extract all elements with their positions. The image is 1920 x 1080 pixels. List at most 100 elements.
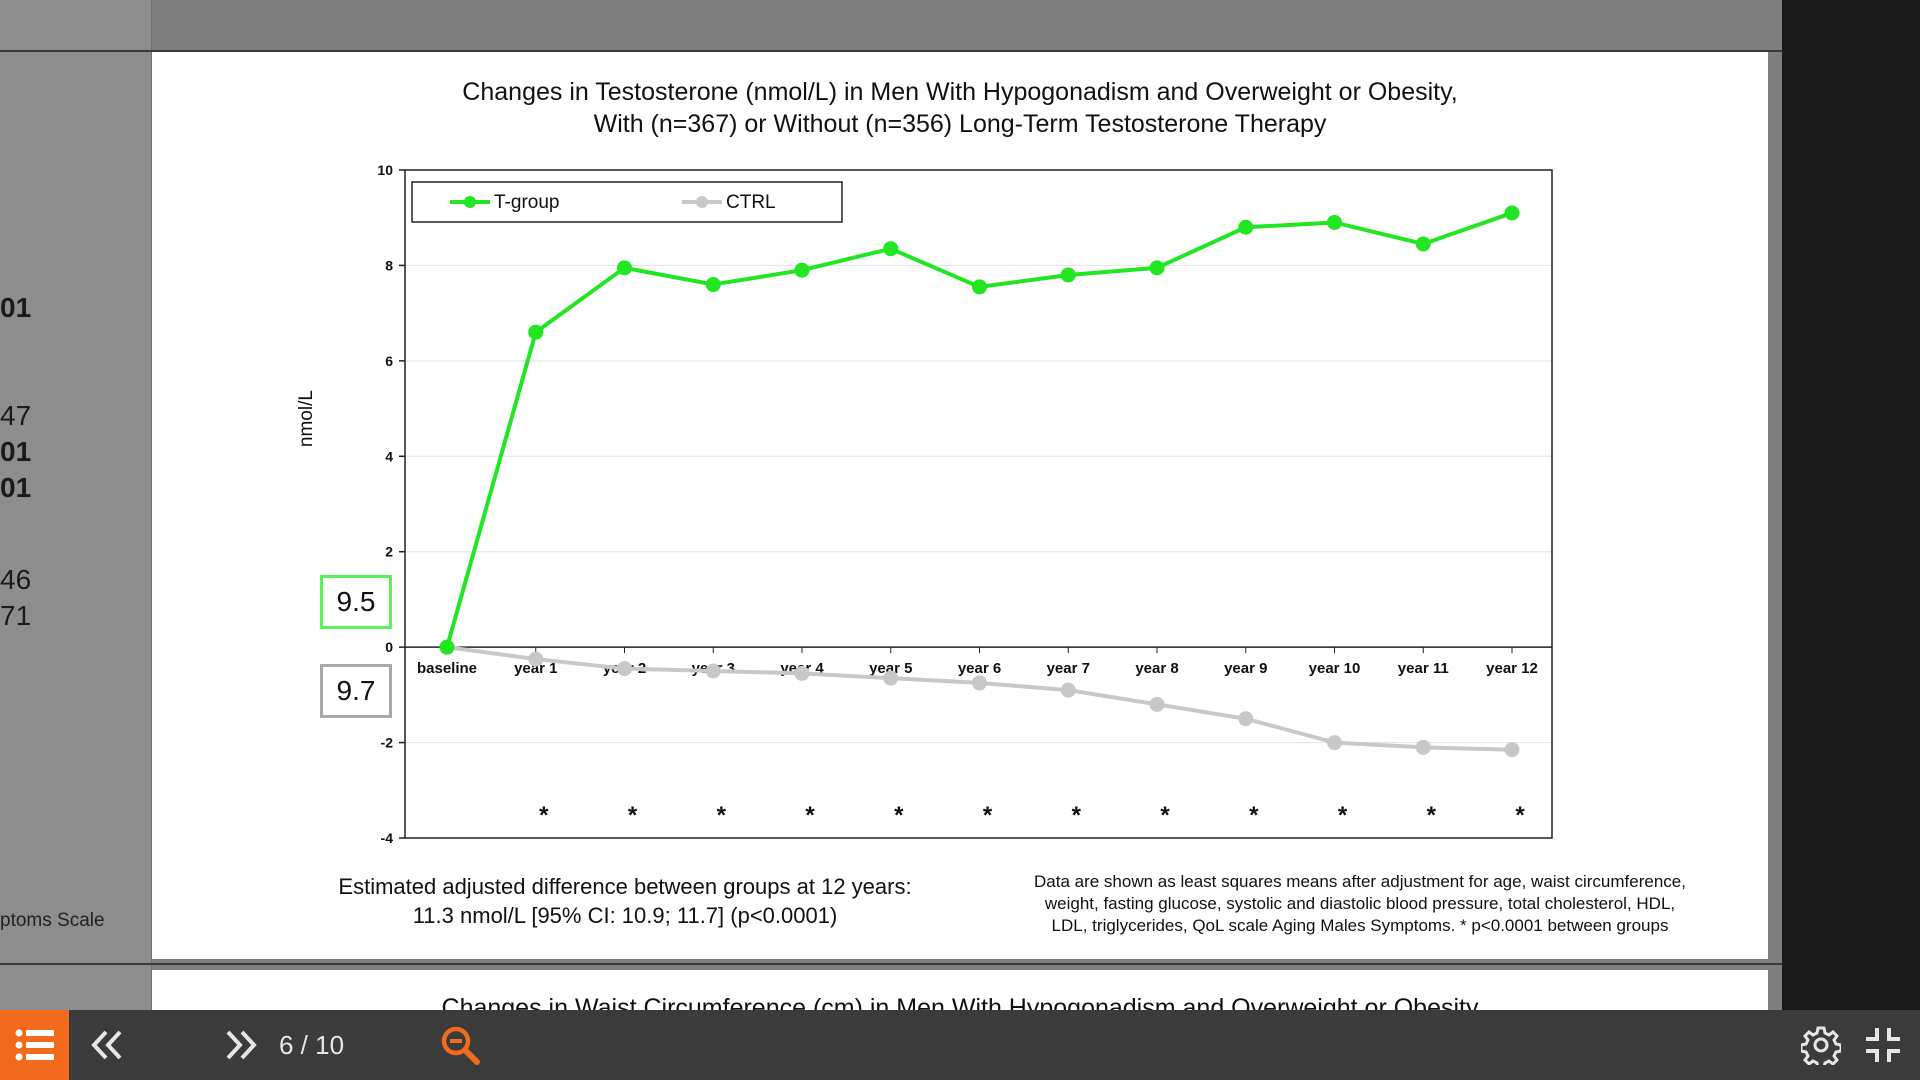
next-slide-page (152, 970, 1768, 1010)
plot-frame (404, 169, 1553, 839)
data-point-tgroup (705, 277, 721, 293)
data-point-ctrl (705, 663, 721, 679)
x-tick-label: year 8 (1135, 660, 1178, 677)
peek-value: 47 (0, 400, 32, 431)
t-group-value-box: 9.5 (320, 575, 392, 629)
data-point-tgroup (439, 639, 455, 655)
y-tick-label: 2 (385, 544, 393, 560)
data-point-tgroup (1149, 260, 1165, 276)
series-line-tgroup (445, 211, 1513, 648)
estimate-line: 11.3 nmol/L [95% CI: 10.9; 11.7] (p<0.00… (412, 903, 838, 928)
data-point-ctrl (528, 651, 544, 667)
data-point-ctrl (1060, 682, 1076, 698)
x-tick-label: year 12 (1486, 660, 1538, 677)
x-tick-label: year 7 (1047, 660, 1090, 677)
x-tick-label: year 9 (1224, 660, 1267, 677)
significance-star: * (539, 802, 549, 829)
gear-icon (1801, 1026, 1841, 1065)
significance-star: * (805, 802, 815, 829)
data-point-ctrl (1149, 696, 1165, 712)
significance-star: * (1160, 802, 1170, 829)
bottom-toolbar (0, 1010, 1920, 1080)
x-tick-label: year 5 (869, 660, 912, 677)
significance-star: * (628, 802, 638, 829)
exit-fullscreen-button[interactable] (1858, 1010, 1908, 1080)
x-tick-label: baseline (417, 660, 477, 677)
right-panel (1782, 0, 1920, 1010)
next-page-button[interactable] (218, 1010, 264, 1080)
chart-title-line: With (n=367) or Without (n=356) Long-Ter… (593, 110, 1327, 138)
previous-page-peek: 01 47 01 01 46 71 ptoms Scale (0, 0, 151, 1010)
data-point-ctrl (617, 661, 632, 677)
data-point-ctrl (883, 670, 899, 686)
estimate-text: Estimated adjusted difference between gr… (300, 872, 950, 930)
significance-star: * (1072, 802, 1082, 829)
document-viewer[interactable]: 01 47 01 01 46 71 ptoms Scale Changes in… (0, 0, 1782, 1010)
legend-label: CTRL (726, 192, 776, 213)
significance-star: * (1427, 802, 1437, 829)
page-indicator: 6 / 10 (279, 1030, 345, 1060)
y-tick-label: 6 (385, 353, 393, 369)
significance-star: * (1249, 802, 1259, 829)
footnote: Data are shown as least squares means af… (980, 871, 1740, 937)
x-tick-label: year 10 (1309, 660, 1361, 677)
data-point-tgroup (1327, 214, 1342, 230)
legend-marker (696, 196, 708, 208)
data-point-ctrl (1504, 742, 1520, 758)
y-tick-label: -2 (381, 735, 394, 751)
significance-star: * (717, 802, 727, 829)
peek-label: ptoms Scale (0, 910, 105, 931)
data-point-tgroup (794, 262, 810, 278)
data-point-tgroup (617, 260, 632, 276)
data-point-tgroup (528, 324, 544, 340)
data-point-tgroup (1060, 267, 1076, 283)
data-point-tgroup (1504, 205, 1520, 221)
peek-value: 01 (0, 472, 32, 503)
divider (0, 963, 1782, 965)
estimate-line: Estimated adjusted difference between gr… (338, 874, 912, 899)
data-point-ctrl (1327, 735, 1342, 751)
peek-value: 01 (0, 292, 32, 323)
footnote-line: LDL, triglycerides, QoL scale Aging Male… (1051, 916, 1669, 935)
significance-star: * (1338, 802, 1348, 829)
ctrl-value-box: 9.7 (320, 664, 392, 718)
data-point-tgroup (1238, 219, 1254, 235)
list-icon (15, 1029, 54, 1061)
x-tick-label: year 6 (958, 660, 1001, 677)
peek-value: 01 (0, 436, 32, 467)
data-point-ctrl (794, 665, 810, 681)
data-point-ctrl (972, 675, 987, 691)
zoom-out-button[interactable] (436, 1010, 484, 1080)
double-chevron-right-icon (226, 1030, 257, 1060)
x-tick-label: year 11 (1398, 660, 1449, 677)
data-point-ctrl (1415, 739, 1431, 755)
prev-page-button[interactable] (84, 1010, 130, 1080)
data-point-tgroup (972, 279, 987, 295)
y-tick-label: -4 (381, 830, 394, 846)
peek-value: 71 (0, 600, 32, 631)
divider (151, 0, 152, 1010)
x-tick-label: year 1 (514, 660, 557, 677)
significance-star: * (983, 802, 993, 829)
divider (0, 50, 1782, 52)
exit-fullscreen-icon (1866, 1028, 1900, 1062)
footnote-line: weight, fasting glucose, systolic and di… (1044, 894, 1676, 913)
legend-marker (464, 196, 476, 208)
data-point-tgroup (883, 241, 899, 257)
significance-star: * (1515, 802, 1525, 829)
chart-title: Changes in Testosterone (nmol/L) in Men … (152, 76, 1768, 140)
data-point-ctrl (1238, 711, 1254, 727)
y-tick-label: 0 (385, 639, 393, 655)
peek-value: 46 (0, 564, 32, 595)
y-tick-label: 4 (385, 448, 393, 464)
legend-label: T-group (494, 192, 559, 213)
footnote-line: Data are shown as least squares means af… (1034, 872, 1686, 891)
significance-star: * (894, 802, 904, 829)
settings-button[interactable] (1796, 1010, 1846, 1080)
toc-button[interactable] (0, 1010, 69, 1080)
y-tick-label: 8 (385, 257, 393, 273)
zoom-out-icon (441, 1026, 480, 1065)
chart-title-line: Changes in Testosterone (nmol/L) in Men … (462, 78, 1458, 106)
y-axis-label: nmol/L (296, 390, 317, 447)
